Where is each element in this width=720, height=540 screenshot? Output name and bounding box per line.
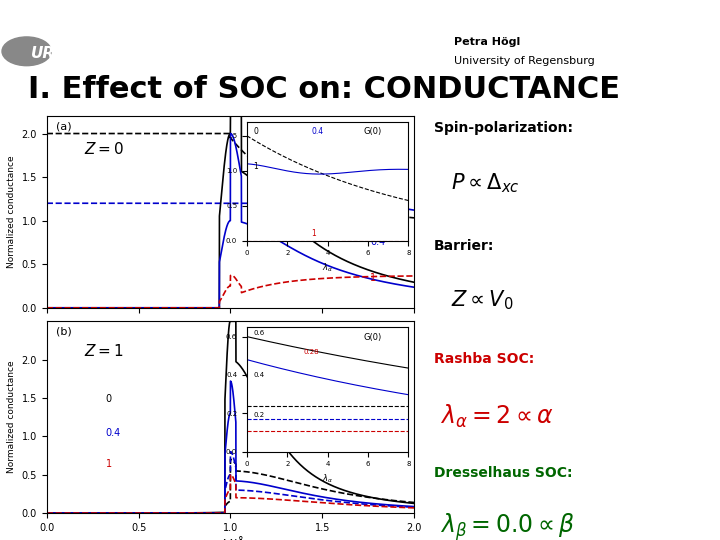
Text: 0.4: 0.4: [370, 237, 385, 247]
Text: Petra Högl: Petra Högl: [454, 37, 520, 47]
Circle shape: [2, 37, 51, 66]
Text: I. Effect of SOC on: CONDUCTANCE: I. Effect of SOC on: CONDUCTANCE: [28, 75, 620, 104]
Text: $\lambda_\beta = 0.0 \propto \beta$: $\lambda_\beta = 0.0 \propto \beta$: [440, 512, 575, 540]
Text: (b): (b): [56, 327, 72, 337]
Text: 0.4: 0.4: [106, 428, 121, 438]
Text: $P \propto \Delta_{xc}$: $P \propto \Delta_{xc}$: [451, 171, 519, 194]
Text: $Z \propto V_0$: $Z \propto V_0$: [451, 288, 513, 312]
Y-axis label: Normalized conductance: Normalized conductance: [7, 361, 16, 474]
Text: UR: UR: [31, 46, 55, 60]
Text: 0: 0: [106, 394, 112, 404]
Text: 1: 1: [370, 273, 376, 283]
Text: Spin-polarization:: Spin-polarization:: [434, 122, 573, 136]
Text: $Z = 0$: $Z = 0$: [84, 141, 124, 158]
Text: Barrier:: Barrier:: [434, 239, 495, 253]
Text: Dresselhaus SOC:: Dresselhaus SOC:: [434, 465, 572, 480]
Text: $\lambda_\alpha = 2 \propto \alpha$: $\lambda_\alpha = 2 \propto \alpha$: [440, 403, 554, 430]
Text: $Z = 1$: $Z = 1$: [84, 343, 123, 359]
Text: University of Regensburg: University of Regensburg: [454, 56, 594, 66]
Y-axis label: Normalized conductance: Normalized conductance: [7, 156, 16, 268]
X-axis label: eV/Å: eV/Å: [216, 538, 245, 540]
Text: Rashba SOC:: Rashba SOC:: [434, 352, 534, 366]
Text: (a): (a): [56, 122, 71, 132]
Text: 1: 1: [106, 459, 112, 469]
